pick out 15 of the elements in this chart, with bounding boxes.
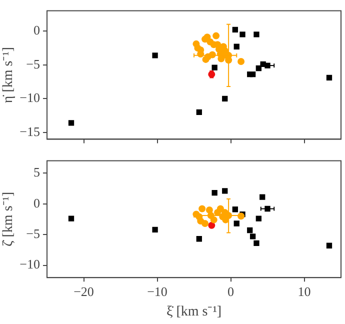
x-axis-title: ξ̇ [km s⁻¹]: [166, 304, 222, 320]
x-tick-label: 10: [298, 284, 311, 299]
y-tick-label: −10: [20, 256, 40, 272]
x-tick-label: 0: [228, 284, 234, 299]
x-tick-label: −10: [147, 284, 168, 299]
y-tick-label: −15: [20, 124, 40, 139]
y-tick-label: 0: [34, 22, 40, 38]
y-tick-label: −10: [20, 90, 40, 106]
y-tick-label: −5: [26, 56, 40, 72]
y-axis-title: η̇ [km s⁻¹]: [1, 46, 16, 104]
y-tick-label: 0: [34, 195, 40, 210]
y-axis-title: ζ̇ [km s⁻¹]: [1, 192, 16, 247]
y-tick-label: 5: [34, 164, 40, 180]
x-tick-label: −20: [74, 284, 94, 299]
y-tick-label: −5: [26, 226, 40, 241]
